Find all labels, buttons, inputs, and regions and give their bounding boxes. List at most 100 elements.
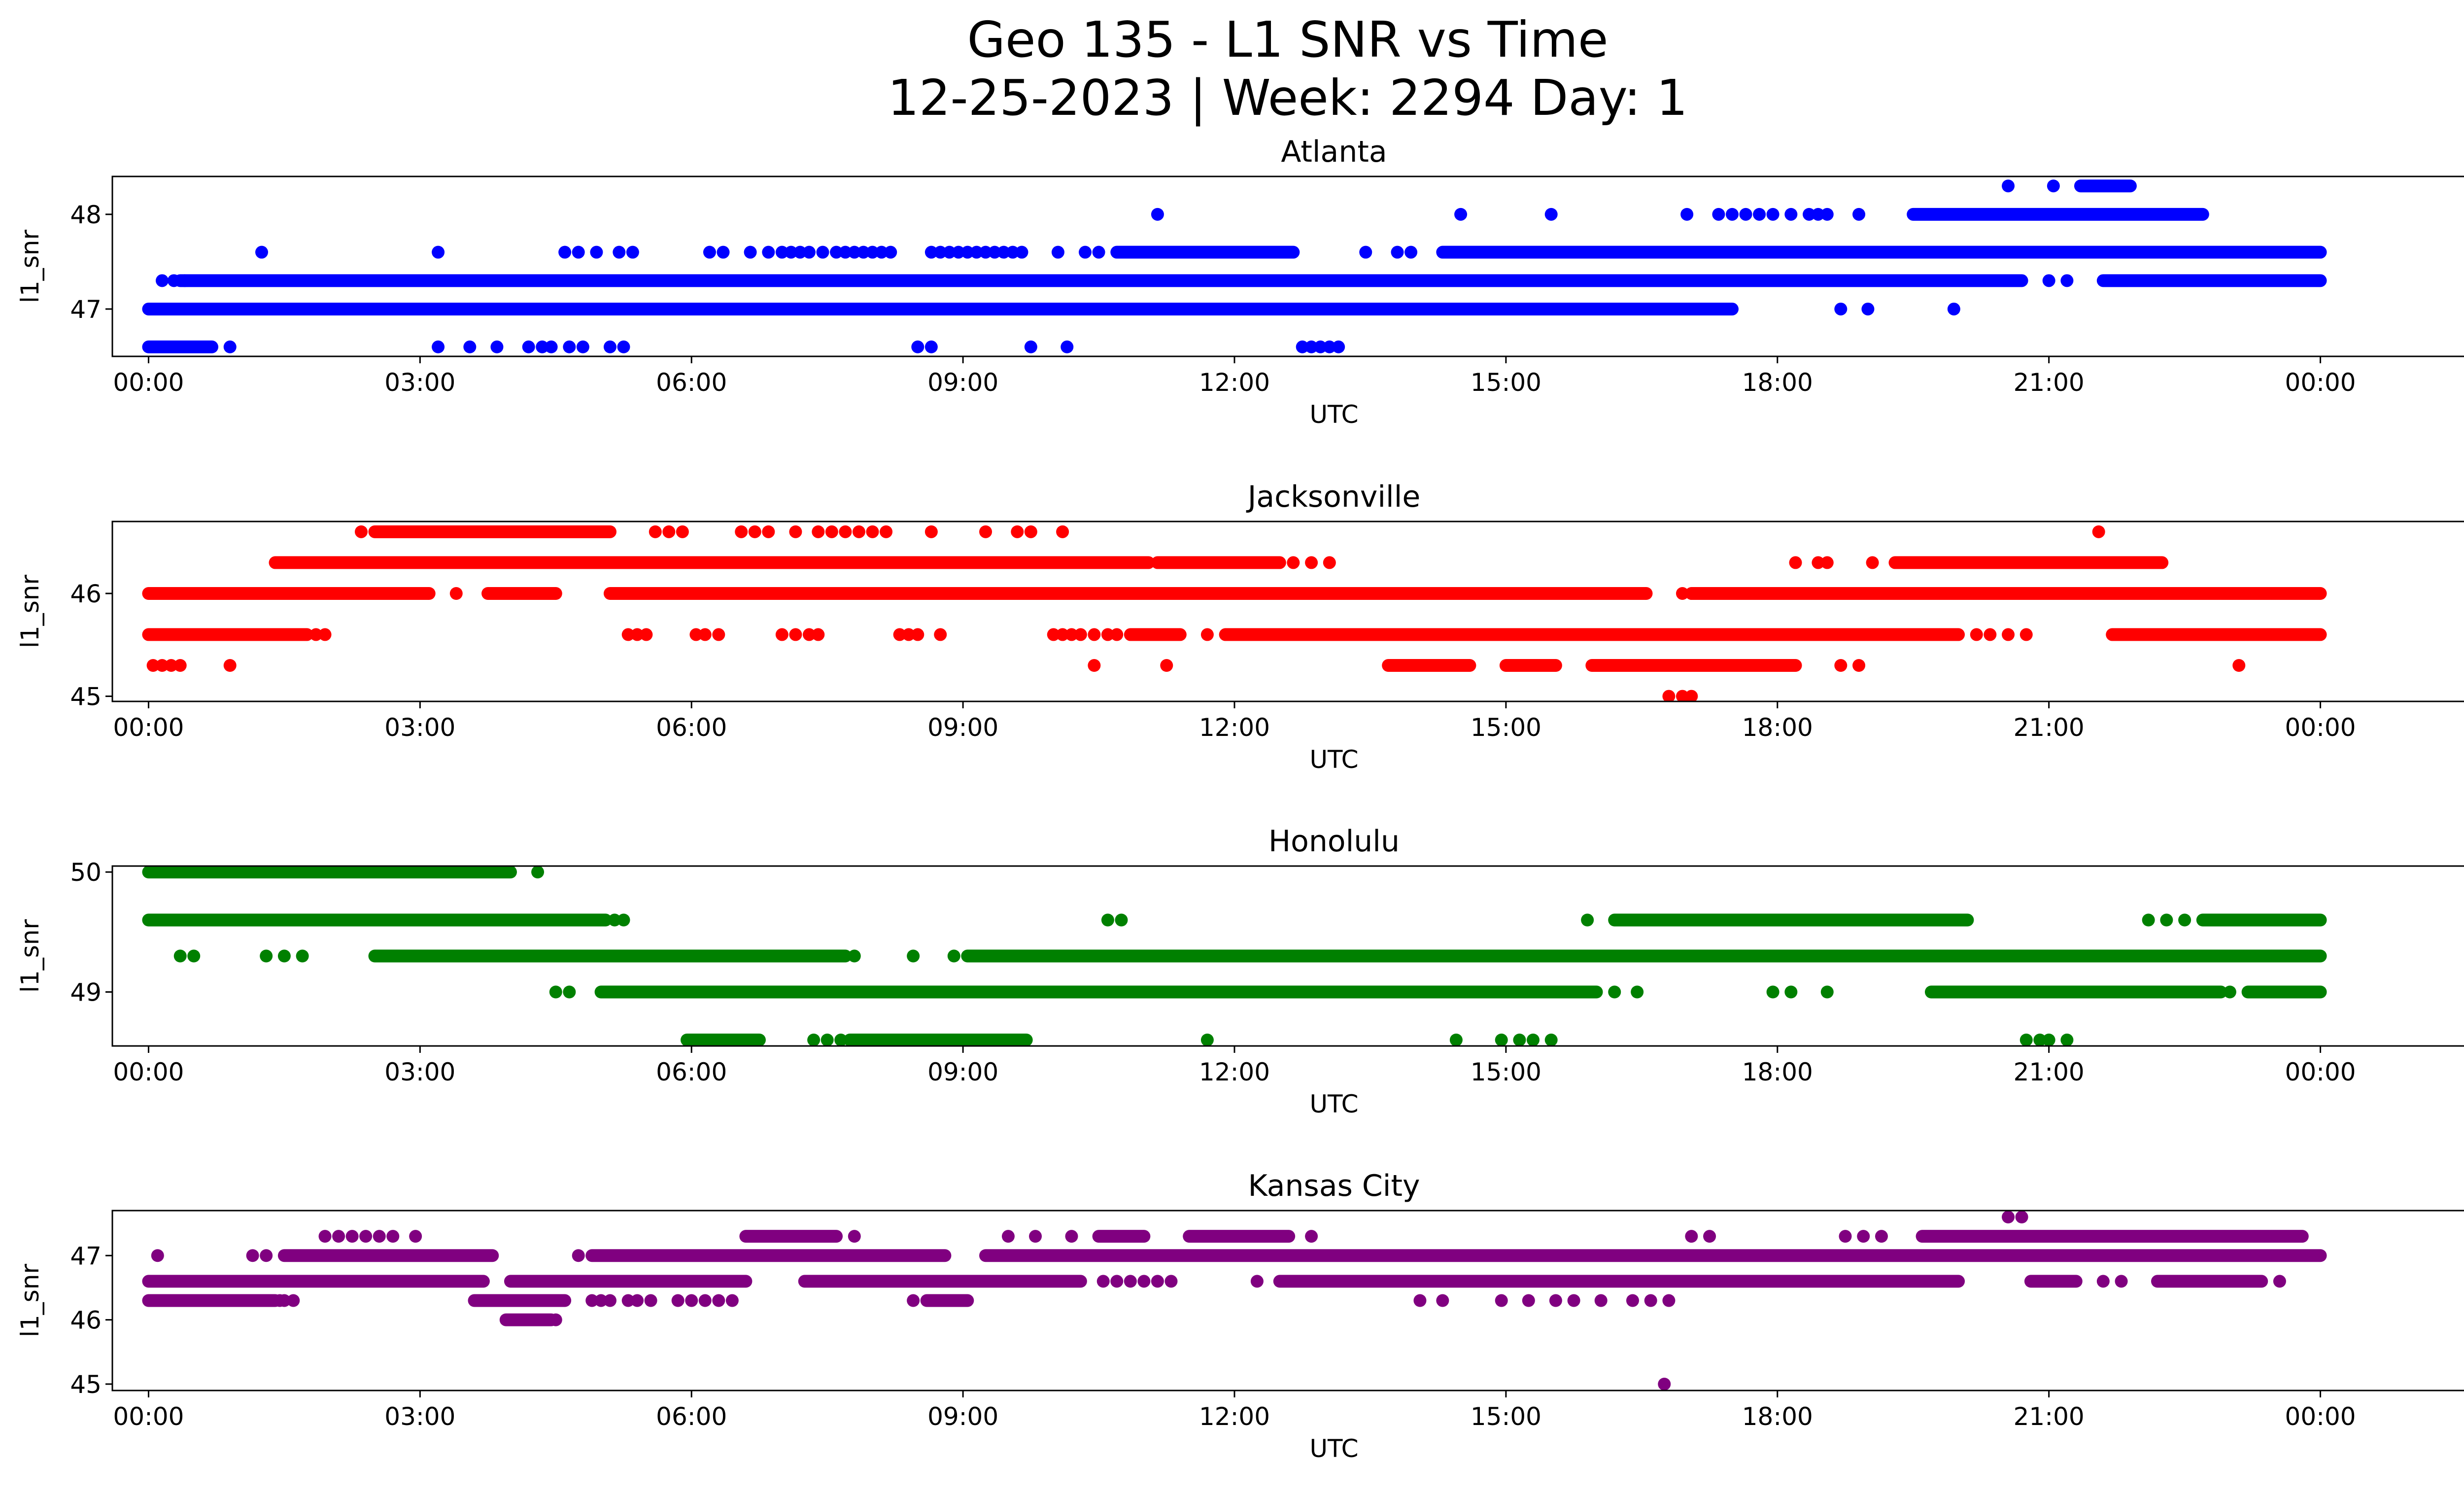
axes-frame <box>111 521 2464 702</box>
data-point <box>594 1294 608 1307</box>
data-point <box>988 245 1001 259</box>
data-point <box>173 949 187 963</box>
point-run <box>1151 556 1286 569</box>
data-point <box>807 1033 821 1046</box>
data-point <box>816 245 829 259</box>
data-point <box>979 525 992 538</box>
data-point <box>812 525 825 538</box>
data-point <box>1839 1230 1852 1243</box>
x-tick-label: 00:00 <box>113 1402 184 1431</box>
data-point <box>2015 1211 2028 1224</box>
point-run <box>142 913 612 927</box>
data-point <box>2033 1033 2047 1046</box>
x-tick-label: 03:00 <box>384 713 455 742</box>
point-run <box>1608 913 1974 927</box>
data-point <box>2047 179 2060 193</box>
point-run <box>1907 208 2209 221</box>
data-point <box>1784 208 1798 221</box>
x-tick-label: 00:00 <box>2285 1402 2356 1431</box>
y-axis-label: l1_snr <box>16 1264 44 1337</box>
data-point <box>167 274 180 287</box>
data-point <box>834 1033 848 1046</box>
data-point <box>1984 628 1997 641</box>
point-run <box>142 866 517 879</box>
data-point <box>1626 1294 1639 1307</box>
data-point <box>2019 1033 2033 1046</box>
data-point <box>1789 556 1802 569</box>
subplot-1: 00:00 03:00 06:00 09:00 12:00 15:00 18:00 21:00… <box>16 135 2464 429</box>
data-point <box>644 1294 657 1307</box>
x-tick-label: 00:00 <box>2285 713 2356 742</box>
data-point <box>1676 587 1689 600</box>
data-point <box>1124 1275 1137 1288</box>
data-point <box>1056 628 1069 641</box>
data-point <box>1594 1294 1608 1307</box>
data-point <box>1812 556 1825 569</box>
data-point <box>1011 525 1024 538</box>
data-point <box>1567 1294 1580 1307</box>
data-point <box>2042 274 2055 287</box>
point-run <box>1499 659 1562 672</box>
data-point <box>608 913 621 927</box>
data-point <box>173 659 187 672</box>
data-point <box>924 340 938 353</box>
x-tick-label: 18:00 <box>1742 1058 1813 1086</box>
data-point <box>703 245 716 259</box>
point-run <box>1183 1230 1296 1243</box>
data-point <box>1766 208 1780 221</box>
x-tick-label: 12:00 <box>1199 368 1270 397</box>
data-point <box>789 628 802 641</box>
data-point <box>1088 659 1101 672</box>
data-point <box>1200 628 1214 641</box>
data-point <box>1024 525 1037 538</box>
data-point <box>223 340 237 353</box>
x-tick-label: 09:00 <box>927 1058 998 1086</box>
data-point <box>1820 556 1834 569</box>
data-point <box>1092 245 1105 259</box>
figure-title: Geo 135 - L1 SNR vs Time 12-25-2023 | We… <box>0 11 2464 127</box>
x-tick-label: 18:00 <box>1742 1402 1813 1431</box>
data-point <box>848 949 861 963</box>
data-point <box>1526 1033 1540 1046</box>
point-run <box>1916 1230 2309 1243</box>
x-tick-label: 06:00 <box>656 1058 727 1086</box>
subplot-title: Jacksonville <box>1246 480 1421 514</box>
data-point <box>979 245 992 259</box>
data-point <box>631 628 644 641</box>
data-point <box>146 659 160 672</box>
x-tick-label: 12:00 <box>1199 713 1270 742</box>
data-point <box>1305 556 1318 569</box>
data-point <box>1065 628 1078 641</box>
data-point <box>1662 1294 1676 1307</box>
data-point <box>2092 525 2105 538</box>
data-point <box>1074 628 1087 641</box>
data-point <box>698 1294 712 1307</box>
data-point <box>1685 690 1698 701</box>
x-axis-label: UTC <box>1309 1434 1358 1463</box>
x-tick-label: 06:00 <box>656 368 727 397</box>
data-point <box>1079 245 1092 259</box>
x-tick-label: 12:00 <box>1199 1058 1270 1086</box>
data-point <box>1015 245 1028 259</box>
x-axis-label: UTC <box>1309 1090 1358 1118</box>
data-point <box>1812 208 1825 221</box>
data-point <box>802 245 816 259</box>
data-point <box>255 245 268 259</box>
data-point <box>1680 208 1694 221</box>
x-tick-label: 15:00 <box>1471 713 1541 742</box>
data-point <box>386 1230 400 1243</box>
data-point <box>2142 913 2155 927</box>
data-point <box>178 274 191 287</box>
data-point <box>246 1249 259 1262</box>
data-point <box>1101 913 1114 927</box>
data-point <box>463 340 477 353</box>
data-point <box>1857 1230 1870 1243</box>
data-point <box>735 525 748 538</box>
data-point <box>947 949 960 963</box>
data-point <box>1820 985 1834 999</box>
x-tick-label: 00:00 <box>113 713 184 742</box>
data-point <box>1305 340 1318 353</box>
point-run <box>920 1294 974 1307</box>
data-point <box>2160 913 2173 927</box>
data-point <box>1522 1294 1535 1307</box>
